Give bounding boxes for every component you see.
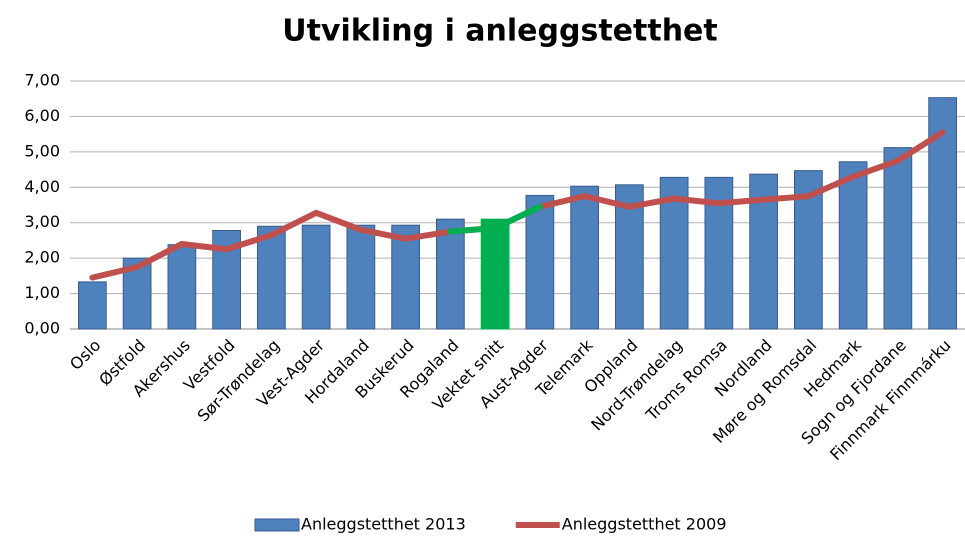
bar bbox=[570, 185, 599, 330]
y-tick-label: 3,00 bbox=[24, 212, 60, 231]
bar bbox=[838, 161, 868, 330]
highlight-segment bbox=[492, 203, 543, 232]
bar bbox=[167, 244, 197, 330]
bar bbox=[883, 147, 913, 330]
chart-title: Utvikling i anleggstetthet bbox=[282, 14, 718, 49]
legend-swatch bbox=[254, 518, 300, 532]
legend-label: Anleggstetthet 2009 bbox=[562, 515, 727, 534]
bar bbox=[257, 225, 286, 330]
bar bbox=[301, 224, 331, 330]
y-tick-label: 5,00 bbox=[24, 141, 60, 160]
bar bbox=[525, 194, 555, 330]
bar bbox=[78, 281, 107, 330]
highlight-segment bbox=[447, 225, 499, 235]
y-tick-label: 7,00 bbox=[24, 71, 60, 90]
y-tick-label: 0,00 bbox=[24, 319, 60, 338]
bar bbox=[346, 224, 376, 330]
bar bbox=[436, 218, 465, 330]
y-tick-label: 4,00 bbox=[24, 177, 60, 196]
legend-label: Anleggstetthet 2013 bbox=[301, 515, 466, 534]
y-tick-label: 6,00 bbox=[24, 106, 60, 125]
bar bbox=[480, 218, 510, 330]
x-tick-label: Oslo bbox=[66, 336, 104, 374]
y-tick-label: 1,00 bbox=[24, 283, 60, 302]
bar bbox=[391, 224, 420, 330]
y-tick-label: 2,00 bbox=[24, 248, 60, 267]
